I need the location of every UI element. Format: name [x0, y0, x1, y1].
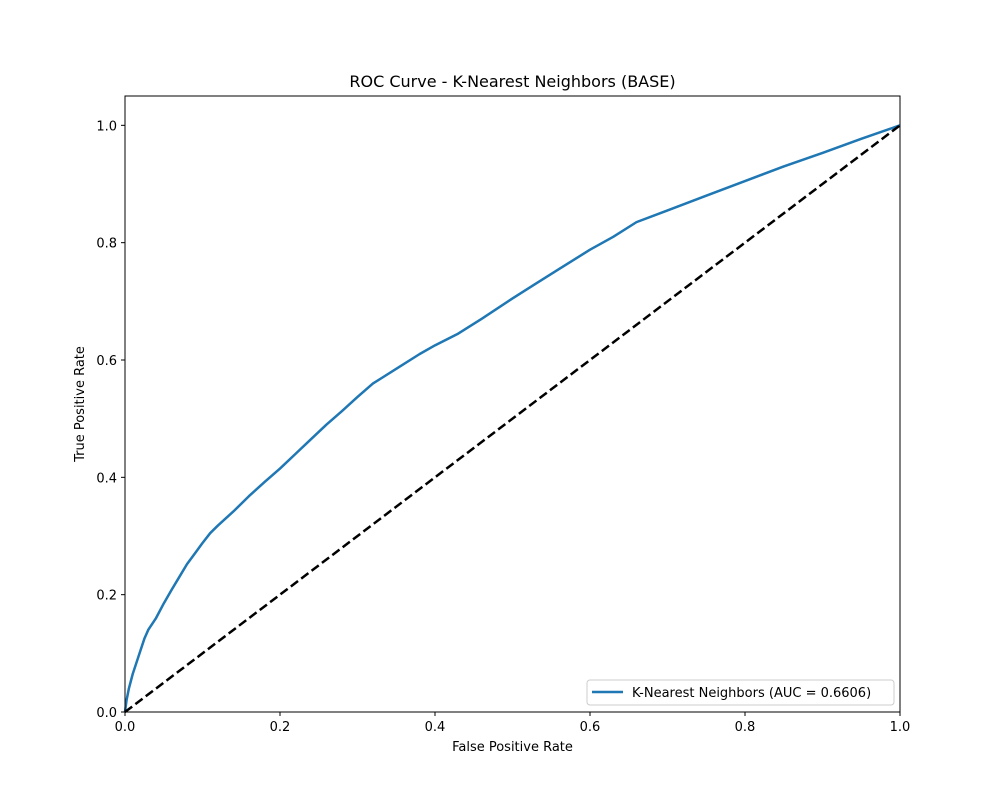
plot-frame — [124, 95, 901, 713]
legend: K-Nearest Neighbors (AUC = 0.6606) — [586, 679, 895, 706]
y-tick-label: 1.0 — [96, 119, 117, 134]
y-tick-label: 0.8 — [96, 237, 117, 252]
y-tick-label: 0.4 — [96, 471, 117, 486]
y-axis-label: True Positive Rate — [73, 346, 88, 463]
x-tick-label: 0.4 — [425, 720, 446, 735]
x-tick-label: 1.0 — [890, 720, 911, 735]
x-tick-label: 0.0 — [115, 720, 136, 735]
series-layer — [123, 124, 901, 713]
chance-diagonal-line — [124, 124, 901, 713]
tick-layer: 0.0 0.2 0.4 0.6 0.8 1.0 0.0 0.2 0.4 0.6 0.8 1.0 — [96, 119, 910, 735]
x-axis-label: False Positive Rate — [452, 740, 573, 755]
y-tick-label: 0.6 — [96, 354, 117, 369]
y-tick-label: 0.0 — [96, 706, 117, 721]
roc-curve-line — [123, 124, 901, 713]
x-tick-label: 0.8 — [735, 720, 756, 735]
x-tick-label: 0.6 — [580, 720, 601, 735]
legend-box — [586, 679, 895, 706]
x-tick-label: 0.2 — [270, 720, 291, 735]
legend-label: K-Nearest Neighbors (AUC = 0.6606) — [632, 686, 871, 701]
chart-title: ROC Curve - K-Nearest Neighbors (BASE) — [349, 72, 675, 91]
y-tick-label: 0.2 — [96, 589, 117, 604]
